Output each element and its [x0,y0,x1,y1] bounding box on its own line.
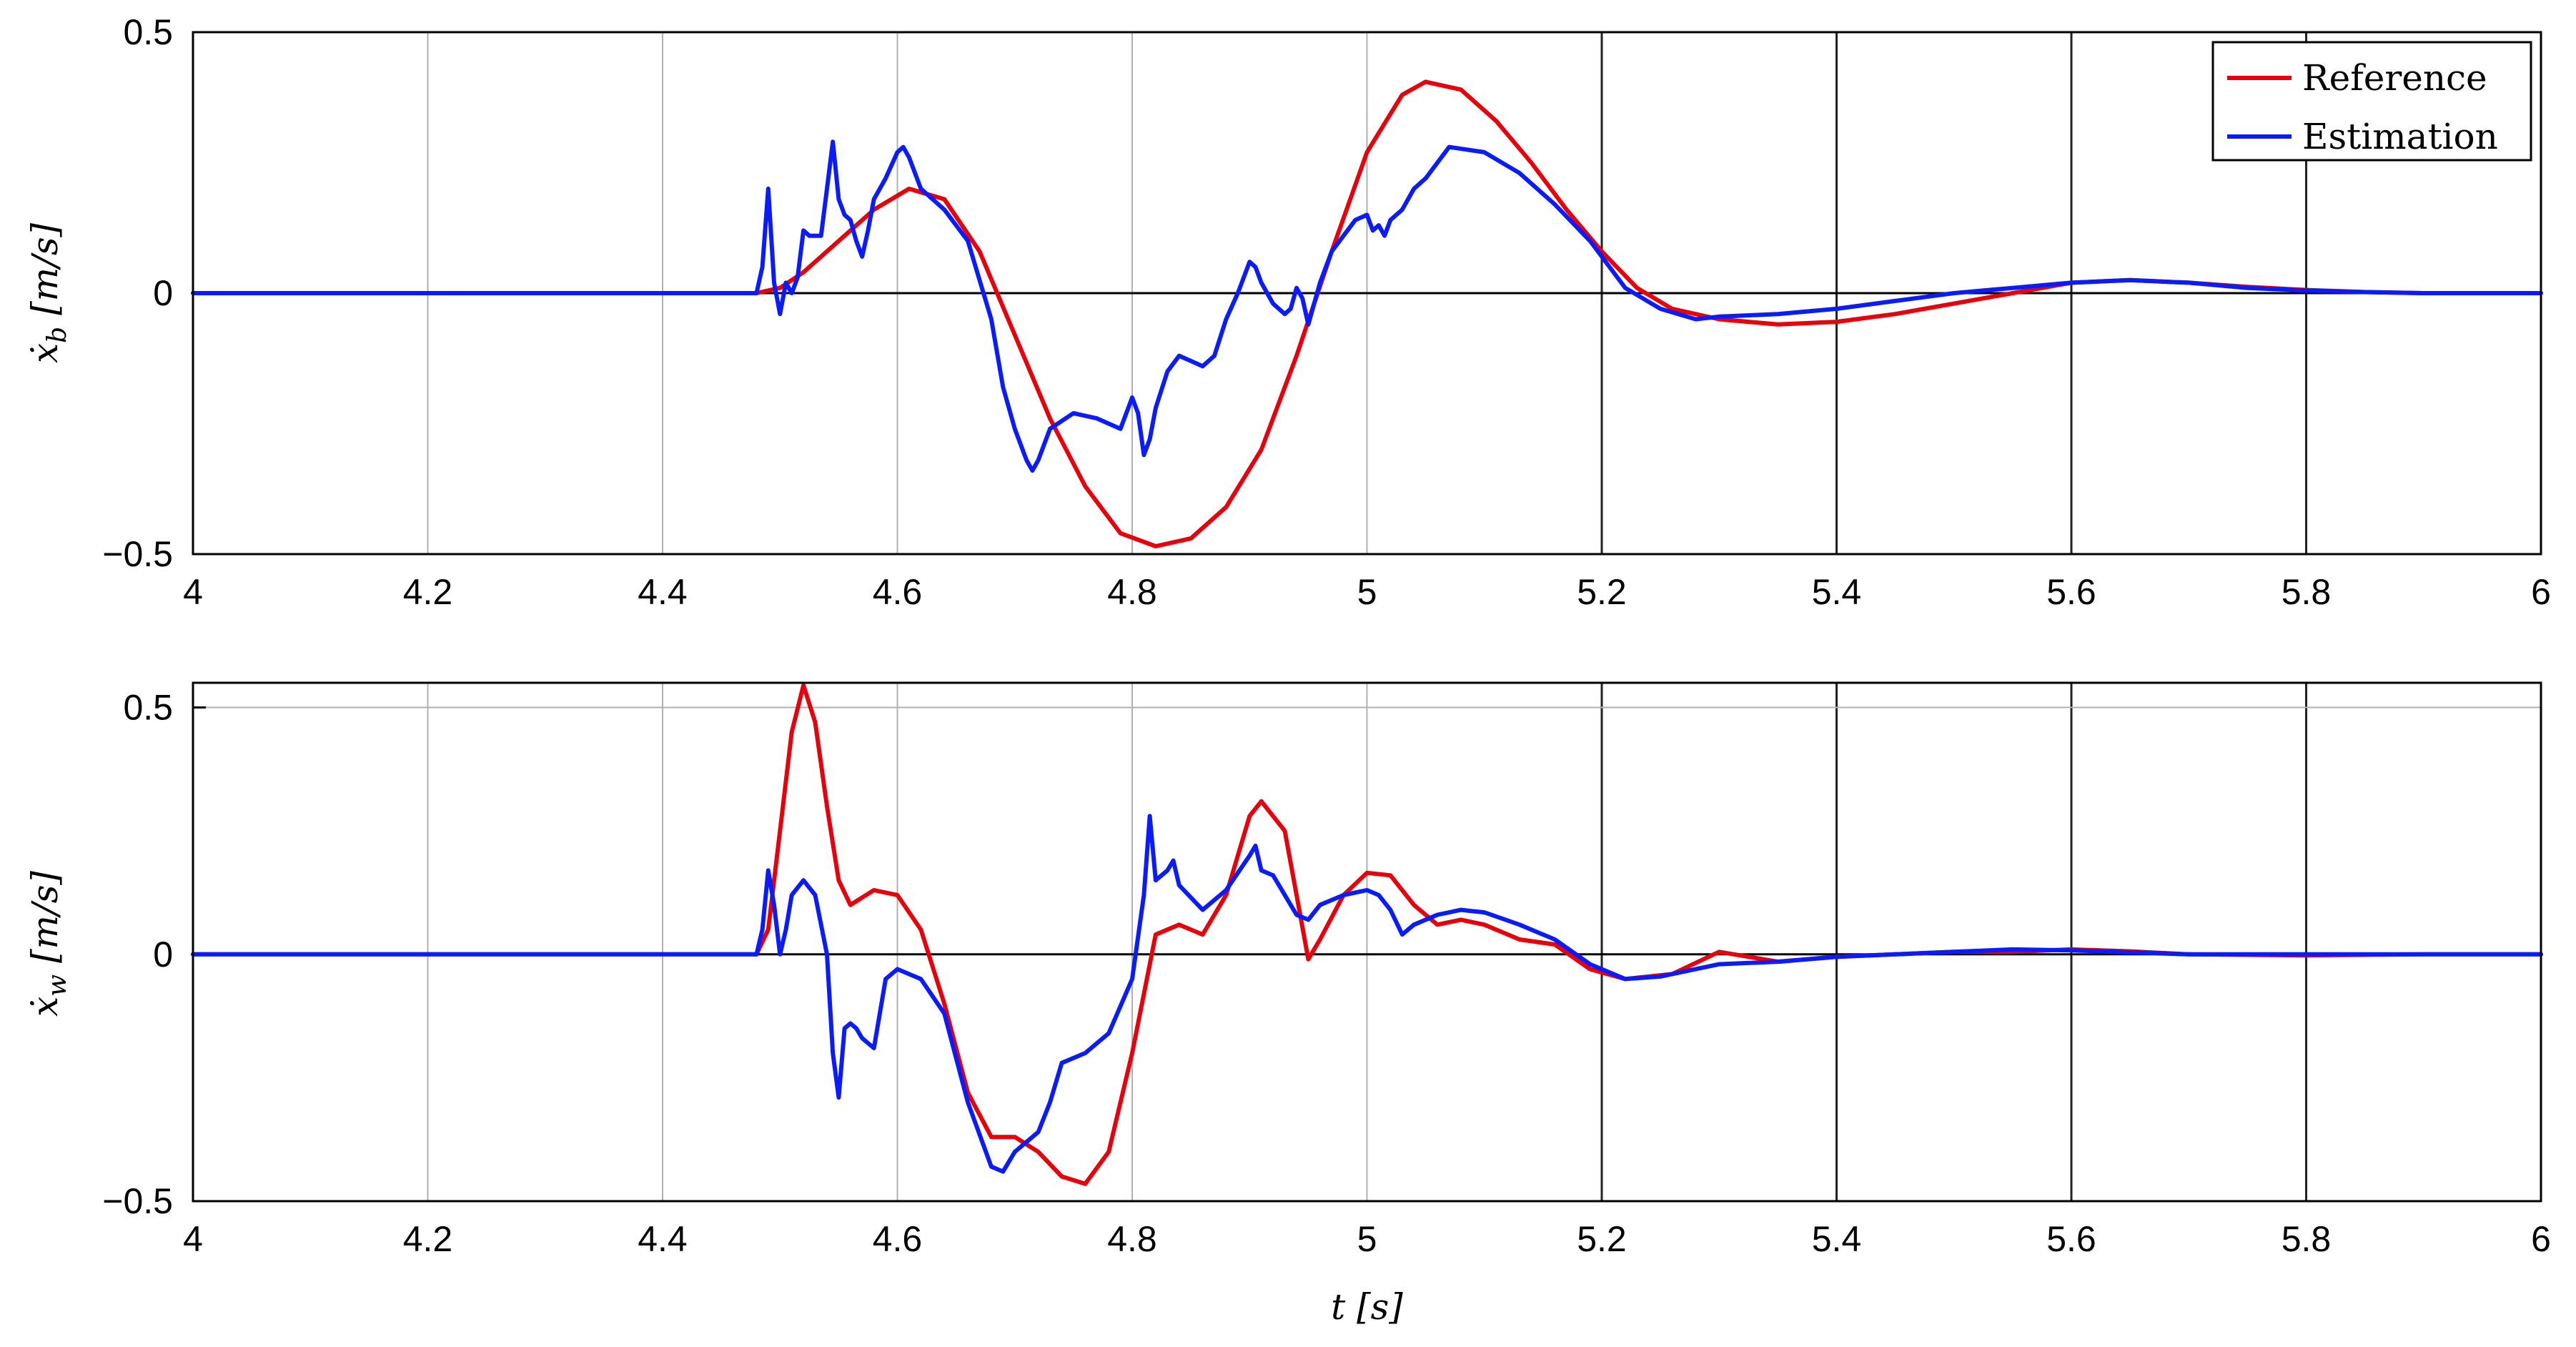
x-tick-label: 5.2 [1577,1219,1627,1259]
y-tick-label: −0.5 [102,534,173,574]
x-tick-label: 5.8 [2282,1219,2332,1259]
x-tick-label: 4.8 [1107,1219,1157,1259]
y-axis-label: ẋb [m/s] [24,222,72,363]
legend: Reference Estimation [2211,41,2532,162]
x-tick-label: 5.4 [1812,1219,1862,1259]
plot-frame [192,681,2542,1203]
x-tick-label: 5 [1357,572,1377,612]
x-tick-label: 5.6 [2046,1219,2096,1259]
x-tick-label: 4.2 [403,572,453,612]
series-line-estimation [191,814,2543,1174]
y-tick-label: 0 [153,934,173,975]
x-tick-label: 4.4 [638,572,688,612]
y-axis-label: ẋw [m/s] [24,871,72,1017]
x-tick-label: 6 [2531,572,2551,612]
x-tick-label: 4 [183,1219,203,1259]
plot-frame [192,31,2542,556]
plot-panel-1: 4 4.2 4.4 4.6 4.8 5 5.2 5.4 5.6 5.8 6 0.5 0 −0.5 ẋb [m… [24,12,2551,612]
x-tick-label: 4.2 [403,1219,453,1259]
x-tick-label: 4.6 [873,572,923,612]
y-tick-label: 0.5 [123,12,173,52]
x-tick-label: 5.4 [1812,572,1862,612]
x-tick-label: 5 [1357,1219,1377,1259]
legend-label-estimation: Estimation [2302,116,2498,157]
x-tick-label: 4.6 [873,1219,923,1259]
x-axis-label: t [s] [1331,1286,1403,1328]
x-tick-label: 5.6 [2046,572,2096,612]
x-tick-label: 6 [2531,1219,2551,1259]
x-tick-label: 5.2 [1577,572,1627,612]
x-tick-label: 4 [183,572,203,612]
y-tick-label: −0.5 [102,1181,173,1221]
y-tick-label: 0 [153,273,173,313]
legend-box [2211,41,2532,162]
plot-panel-2: 4 4.2 4.4 4.6 4.8 5 5.2 5.4 5.6 5.8 6 0.5 0 −0.5 ẋw [m… [24,681,2551,1328]
y-tick-label: 0.5 [123,688,173,728]
legend-label-reference: Reference [2302,57,2487,99]
x-tick-label: 4.4 [638,1219,688,1259]
x-tick-label: 5.8 [2282,572,2332,612]
x-tick-label: 4.8 [1107,572,1157,612]
series-line-estimation [191,139,2543,473]
